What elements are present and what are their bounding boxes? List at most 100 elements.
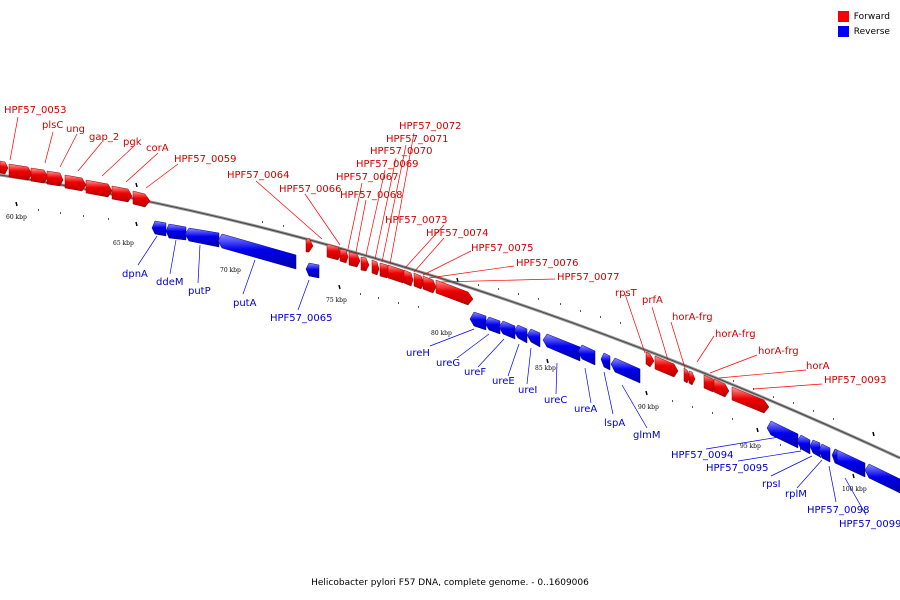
gene-label[interactable]: pgk — [123, 137, 142, 148]
gene-label[interactable]: ureF — [464, 367, 486, 378]
gene-arrow-reverse[interactable] — [217, 233, 297, 270]
gene-arrow-forward[interactable] — [360, 256, 370, 272]
gene-label[interactable]: plsC — [42, 120, 63, 131]
gene-arrow-reverse[interactable] — [526, 328, 541, 348]
gene-arrow-forward[interactable] — [403, 269, 414, 287]
gene-arrow-forward[interactable] — [326, 243, 342, 261]
legend-swatch-forward — [837, 11, 849, 22]
gene-label[interactable]: HPF57_0077 — [557, 272, 619, 283]
gene-arrow-forward[interactable] — [0, 160, 9, 175]
gene-arrow-forward[interactable] — [85, 179, 113, 198]
gene-label[interactable]: HPF57_0065 — [270, 313, 332, 324]
gene-label[interactable]: ureI — [518, 385, 537, 396]
gene-arrow-forward[interactable] — [413, 272, 425, 290]
gene-arrow-reverse[interactable] — [818, 443, 831, 463]
scale-label: 70 kbp — [220, 267, 241, 274]
gene-arrow-reverse[interactable] — [513, 324, 528, 344]
gene-label[interactable]: ureA — [574, 404, 597, 415]
gene-arrow-reverse[interactable] — [610, 357, 641, 384]
gene-label[interactable]: HPF57_0059 — [174, 154, 236, 165]
gene-label[interactable]: HPF57_0066 — [279, 184, 341, 195]
gene-label[interactable]: HPF57_0064 — [227, 170, 289, 181]
gene-label[interactable]: gap_2 — [89, 132, 119, 143]
gene-label[interactable]: glmM — [633, 430, 661, 441]
gene-label[interactable]: HPF57_0074 — [426, 228, 488, 239]
gene-arrow-forward[interactable] — [645, 351, 655, 368]
gene-arrow-forward[interactable] — [435, 279, 474, 306]
gene-label[interactable]: putA — [233, 298, 257, 309]
gene-label[interactable]: HPF57_0075 — [471, 243, 533, 254]
gene-arrow-reverse[interactable] — [305, 262, 320, 279]
gene-arrow-reverse[interactable] — [469, 311, 487, 331]
gene-label[interactable]: HPF57_0073 — [385, 215, 447, 226]
reverse-gene-arrows — [151, 220, 900, 494]
gene-arrow-reverse[interactable] — [796, 434, 811, 455]
gene-label[interactable]: ureH — [406, 348, 430, 359]
gene-label[interactable]: prfA — [642, 295, 663, 306]
legend: Forward Reverse — [837, 9, 890, 39]
gene-label[interactable]: ureE — [492, 376, 515, 387]
gene-arrow-reverse[interactable] — [766, 420, 799, 449]
gene-label[interactable]: HPF57_0067 — [336, 172, 398, 183]
gene-arrow-reverse[interactable] — [542, 333, 581, 362]
gene-label[interactable]: HPF57_0053 — [4, 105, 66, 116]
gene-label[interactable]: HPF57_0071 — [386, 134, 448, 145]
gene-label[interactable]: HPF57_0072 — [399, 121, 461, 132]
gene-arrow-forward[interactable] — [713, 378, 730, 398]
gene-arrow-forward[interactable] — [688, 370, 696, 386]
gene-arrow-reverse[interactable] — [165, 223, 187, 241]
gene-label[interactable]: HPF57_0098 — [807, 505, 869, 516]
gene-arrow-forward[interactable] — [348, 251, 361, 268]
gene-label[interactable]: corA — [146, 143, 169, 154]
gene-arrow-reverse-partial — [832, 448, 838, 465]
gene-label[interactable]: horA — [806, 361, 830, 372]
gene-label[interactable]: ung — [66, 124, 85, 135]
gene-label[interactable]: HPF57_0094 — [671, 450, 733, 461]
gene-arrow-forward[interactable] — [339, 248, 349, 264]
scale-label: 85 kbp — [535, 365, 556, 372]
scale-labels: 60 kbp 65 kbp 70 kbp 75 kbp 80 kbp 85 kb… — [6, 214, 867, 493]
gene-label[interactable]: rplM — [785, 489, 807, 500]
gene-label[interactable]: HPF57_0068 — [340, 190, 402, 201]
gene-label[interactable]: dpnA — [122, 269, 148, 280]
gene-arrow-forward[interactable] — [731, 386, 770, 414]
gene-arrow-forward[interactable] — [64, 174, 87, 192]
gene-arrow-reverse[interactable] — [184, 227, 220, 248]
gene-arrow-forward[interactable] — [111, 185, 133, 203]
gene-label[interactable]: HPF57_0093 — [824, 375, 886, 386]
gene-label[interactable]: horA-frg — [672, 312, 713, 323]
scale-label: 65 kbp — [113, 240, 134, 247]
gene-label[interactable]: ddeM — [156, 277, 183, 288]
gene-arrow-reverse[interactable] — [600, 352, 611, 371]
gene-label[interactable]: HPF57_0095 — [706, 463, 768, 474]
gene-label[interactable]: ureG — [436, 358, 460, 369]
gene-arrow-forward[interactable] — [305, 237, 314, 253]
gene-label[interactable]: rpsI — [762, 479, 781, 490]
gene-label[interactable]: HPF57_0076 — [516, 258, 578, 269]
gene-arrow-forward[interactable] — [8, 163, 33, 181]
gene-arrow-forward[interactable] — [422, 275, 437, 294]
gene-label[interactable]: rpsT — [615, 288, 638, 299]
gene-arrow-forward[interactable] — [654, 355, 679, 378]
gene-label[interactable]: ureC — [544, 395, 567, 406]
gene-label[interactable]: HPF57_0099 — [839, 519, 900, 530]
scale-label: 95 kbp — [740, 443, 761, 450]
gene-label[interactable]: HPF57_0069 — [356, 159, 418, 170]
gene-arrow-reverse[interactable] — [864, 463, 900, 494]
gene-arrow-forward[interactable] — [132, 190, 151, 208]
gene-arrow-reverse[interactable] — [498, 320, 516, 340]
gene-arrow-forward[interactable] — [371, 259, 380, 276]
genome-backbone-line — [0, 174, 900, 459]
gene-arrow-forward[interactable] — [46, 170, 64, 187]
gene-label[interactable]: horA-frg — [758, 346, 799, 357]
gene-label[interactable]: HPF57_0070 — [370, 146, 432, 157]
gene-arrow-reverse[interactable] — [484, 316, 501, 335]
gene-label[interactable]: lspA — [604, 418, 625, 429]
gene-arrow-reverse[interactable] — [809, 439, 821, 458]
gene-label[interactable]: horA-frg — [715, 329, 756, 340]
gene-arrow-reverse[interactable] — [151, 220, 167, 237]
gene-arrow-forward[interactable] — [683, 367, 691, 384]
gene-arrow-reverse[interactable] — [577, 344, 596, 366]
gene-arrow-forward[interactable] — [30, 167, 49, 184]
gene-label[interactable]: putP — [188, 286, 211, 297]
